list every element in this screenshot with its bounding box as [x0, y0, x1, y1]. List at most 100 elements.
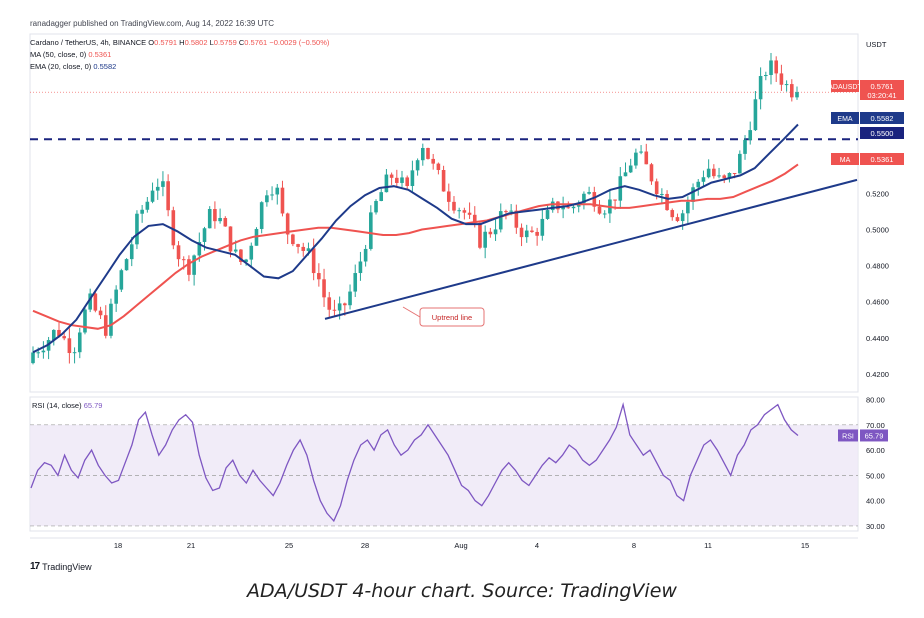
candle-body: [207, 209, 212, 229]
candle-body: [337, 303, 342, 311]
rsi-legend: RSI (14, close) 65.79: [32, 401, 102, 410]
candle-body: [124, 259, 129, 271]
rsi-tick-label: 30.00: [866, 522, 885, 531]
x-tick-label: 25: [285, 541, 293, 550]
price-tick-label: 0.4400: [866, 334, 889, 343]
x-tick-label: 8: [632, 541, 636, 550]
candle-body: [363, 248, 368, 262]
ma-value: 0.5361: [88, 50, 112, 59]
price-tick-label: 0.5200: [866, 189, 889, 198]
candle-body: [660, 193, 664, 195]
candle-body: [223, 217, 228, 227]
rsi-legend-value: 65.79: [83, 401, 103, 410]
candle-body: [384, 174, 389, 193]
candle-body: [706, 168, 711, 178]
price-pane-frame: [29, 33, 859, 393]
candle-body: [472, 214, 477, 223]
candle-body: [311, 248, 316, 274]
candle-body: [441, 170, 446, 192]
close-value: 0.5761: [244, 38, 268, 47]
adausdt-tag-countdown: 03:20:41: [867, 91, 896, 100]
candle-body: [457, 210, 461, 212]
high-label: H: [179, 38, 185, 47]
candle-body: [701, 177, 706, 182]
candle-body: [764, 74, 768, 77]
price-tick-label: 0.4800: [866, 262, 889, 271]
candle-body: [166, 181, 170, 211]
candle-body: [691, 187, 695, 202]
support-tag-value: 0.5500: [871, 129, 894, 138]
candle-body: [233, 249, 238, 252]
candle-body: [686, 201, 690, 214]
candle-body: [420, 147, 425, 161]
candle-body: [171, 210, 176, 246]
rsi-tick-label: 40.00: [866, 497, 885, 506]
candle-body: [270, 194, 274, 196]
candle-body: [431, 158, 435, 164]
candle-body: [483, 231, 487, 248]
candle-body: [98, 310, 103, 316]
candle-body: [119, 270, 124, 290]
candle-body: [498, 211, 503, 230]
candle-body: [332, 309, 337, 311]
candle-body: [213, 209, 217, 222]
candle-body: [192, 255, 196, 275]
rsi-tag-value: 65.79: [865, 431, 884, 440]
candle-body: [244, 259, 248, 262]
rsi-tag-name: RSI: [842, 433, 854, 440]
candle-body: [634, 152, 638, 166]
candle-body: [36, 352, 40, 354]
adausdt-tag-name: ADAUSDT: [828, 84, 862, 91]
rsi-tick-label: 70.00: [866, 421, 885, 430]
candle-body: [72, 352, 77, 354]
candle-body: [738, 153, 742, 174]
candle-body: [88, 293, 92, 310]
x-tick-label: 21: [187, 541, 195, 550]
candle-body: [488, 231, 493, 235]
ma-legend: MA (50, close, 0) 0.5361: [30, 50, 111, 59]
candle-body: [400, 177, 404, 183]
candle-body: [618, 176, 623, 201]
candle-body: [524, 230, 529, 238]
x-tick-label: 18: [114, 541, 122, 550]
tradingview-logo: 17 TradingView: [30, 561, 92, 572]
candle-body: [415, 160, 420, 171]
candle-body: [784, 84, 789, 86]
candle-body: [743, 139, 747, 154]
annotation-label: Uptrend line: [432, 313, 472, 322]
candle-body: [556, 201, 560, 210]
symbol-legend: Cardano / TetherUS, 4h, BINANCE O0.5791 …: [30, 38, 329, 47]
candle-body: [322, 279, 326, 298]
price-tick-label: 0.4200: [866, 370, 889, 379]
candle-body: [717, 175, 721, 177]
candle-body: [675, 217, 680, 222]
ema-value: 0.5582: [93, 62, 117, 71]
candle-body: [301, 246, 306, 251]
candle-body: [395, 177, 399, 183]
candle-body: [129, 244, 134, 260]
candle-body: [62, 336, 66, 339]
candle-body: [103, 315, 108, 336]
candle-body: [795, 92, 799, 98]
ema-tag-value: 0.5582: [871, 114, 894, 123]
low-value: 0.5759: [213, 38, 237, 47]
ma50-line: [32, 163, 799, 330]
tradingview-logo-icon: 17: [30, 561, 40, 572]
candle-body: [530, 230, 534, 232]
candle-body: [790, 84, 794, 98]
price-axis-unit: USDT: [866, 40, 887, 49]
rsi-tag-name-bg: [838, 429, 858, 442]
high-value: 0.5802: [184, 38, 208, 47]
candle-body: [259, 202, 264, 229]
candle-body: [628, 165, 633, 173]
adausdt-tag-name-bg: [831, 80, 859, 92]
candle-body: [670, 210, 675, 218]
candle-body: [514, 210, 519, 228]
candle-body: [181, 259, 186, 261]
candle-body: [467, 212, 472, 215]
ema-legend: EMA (20, close, 0) 0.5582: [30, 62, 116, 71]
candle-body: [176, 245, 181, 260]
annotation-box: [419, 307, 485, 327]
candle-body: [57, 329, 61, 337]
candle-body: [296, 244, 300, 247]
